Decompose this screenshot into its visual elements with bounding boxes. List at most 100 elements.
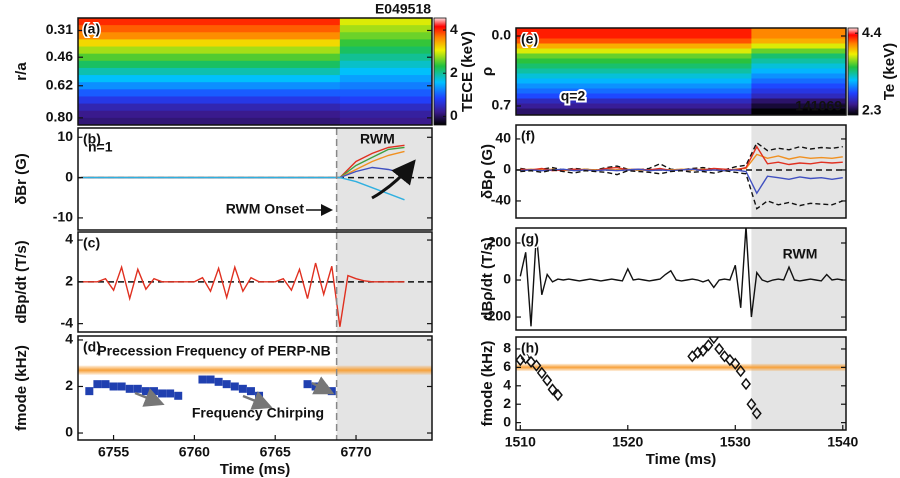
x-tick-label: 1530 [720, 434, 751, 450]
heat-cell [516, 73, 752, 79]
heat-cell [339, 32, 432, 40]
axes-frame [515, 336, 847, 431]
heat-cell [516, 43, 752, 49]
y-tick-label: 2 [65, 273, 73, 289]
y-axis-label: dBρ/dt (T/s) [479, 237, 496, 320]
colorbar-tick-label: 4 [450, 21, 458, 37]
heat-cell [751, 103, 846, 109]
point [125, 384, 134, 393]
x-tick-label: 1520 [612, 434, 643, 450]
point [547, 383, 558, 396]
heat-cell [751, 28, 846, 39]
heat-cell [751, 73, 846, 79]
annotation: n=1 [88, 139, 113, 155]
x-tick-label: 6755 [98, 444, 129, 460]
colorbar-tick-label: 2.3 [862, 102, 882, 118]
point [117, 382, 126, 391]
y-axis-label: fmode (kHz) [479, 341, 496, 427]
series-line [81, 262, 405, 327]
series-line [520, 169, 844, 210]
heat-cell [516, 88, 752, 94]
series-line [519, 228, 843, 327]
heat-cell [78, 53, 341, 62]
heat-cell [751, 78, 846, 84]
heat-cell [339, 103, 432, 112]
heat-cell [339, 89, 432, 97]
plot-area [519, 228, 846, 330]
point [158, 389, 167, 398]
x-tick-label: 1540 [827, 434, 858, 450]
point [93, 380, 102, 389]
plot-area [78, 128, 432, 230]
colorbar [847, 27, 859, 116]
point [552, 388, 563, 402]
annotation: 141069 [795, 98, 842, 114]
point [714, 342, 725, 356]
frequency-band [516, 363, 846, 372]
y-tick-label: 0.31 [46, 21, 73, 37]
heat-cell [751, 63, 846, 69]
rwm-region [751, 337, 846, 430]
y-tick-label: 6 [503, 358, 511, 374]
heat-cell [339, 75, 432, 83]
heat-cell [339, 67, 432, 76]
heat-cell [751, 48, 846, 54]
panel-label: (b) [83, 131, 101, 147]
point [198, 375, 207, 384]
y-axis-label: δBr (G) [13, 153, 30, 205]
y-tick-label: 0.46 [46, 48, 73, 64]
y-tick-label: 40 [495, 130, 511, 146]
point [133, 384, 142, 393]
heat-cell [751, 58, 846, 64]
panel-label: (a) [83, 21, 100, 37]
point [246, 387, 255, 396]
y-tick-label: 200 [488, 234, 512, 250]
point [85, 387, 94, 396]
colorbar-tick-label: 2 [450, 64, 458, 80]
point [687, 350, 698, 363]
y-tick-label: 0.80 [46, 109, 73, 125]
heat-cell [339, 18, 432, 26]
y-tick-label: 0.62 [46, 76, 73, 92]
heat-cell [339, 82, 432, 90]
heat-cell [516, 83, 752, 89]
point [719, 350, 730, 363]
axes-frame [77, 335, 433, 441]
heat-cell [516, 58, 752, 64]
heat-cell [78, 82, 341, 90]
arrow [134, 388, 165, 407]
heat-cell [516, 108, 752, 115]
arrow [371, 159, 416, 200]
heat-cell [339, 25, 432, 33]
heat-cell [78, 103, 341, 112]
point [746, 398, 757, 411]
annotation: RWM Onset [226, 201, 305, 217]
colorbar-tick-label: 4.4 [862, 24, 882, 40]
y-tick-label: -200 [483, 308, 511, 324]
frequency-band [78, 365, 432, 375]
plot-area [516, 28, 846, 115]
x-axis-label: Time (ms) [220, 461, 291, 478]
y-tick-label: 0 [65, 424, 73, 440]
x-tick-label: 6760 [179, 444, 210, 460]
arrow [311, 376, 335, 395]
series-line [81, 176, 405, 201]
panel-label: (e) [521, 31, 538, 47]
point [109, 382, 118, 391]
plot-area [516, 337, 846, 430]
heat-cell [78, 39, 341, 48]
x-tick-label: 1510 [505, 434, 536, 450]
plot-area [78, 336, 432, 440]
heat-cell [339, 117, 432, 125]
heat-cell [339, 46, 432, 55]
y-axis-label: dBp/dt (T/s) [13, 240, 30, 323]
rwm-region [336, 336, 432, 440]
y-tick-label: 4 [503, 377, 511, 393]
heat-cell [78, 25, 341, 33]
heat-cell [516, 38, 752, 44]
y-tick-label: 2 [503, 395, 511, 411]
heat-cell [339, 53, 432, 62]
annotation: Frequency Chirping [192, 405, 324, 421]
y-tick-label: 0 [503, 413, 511, 429]
